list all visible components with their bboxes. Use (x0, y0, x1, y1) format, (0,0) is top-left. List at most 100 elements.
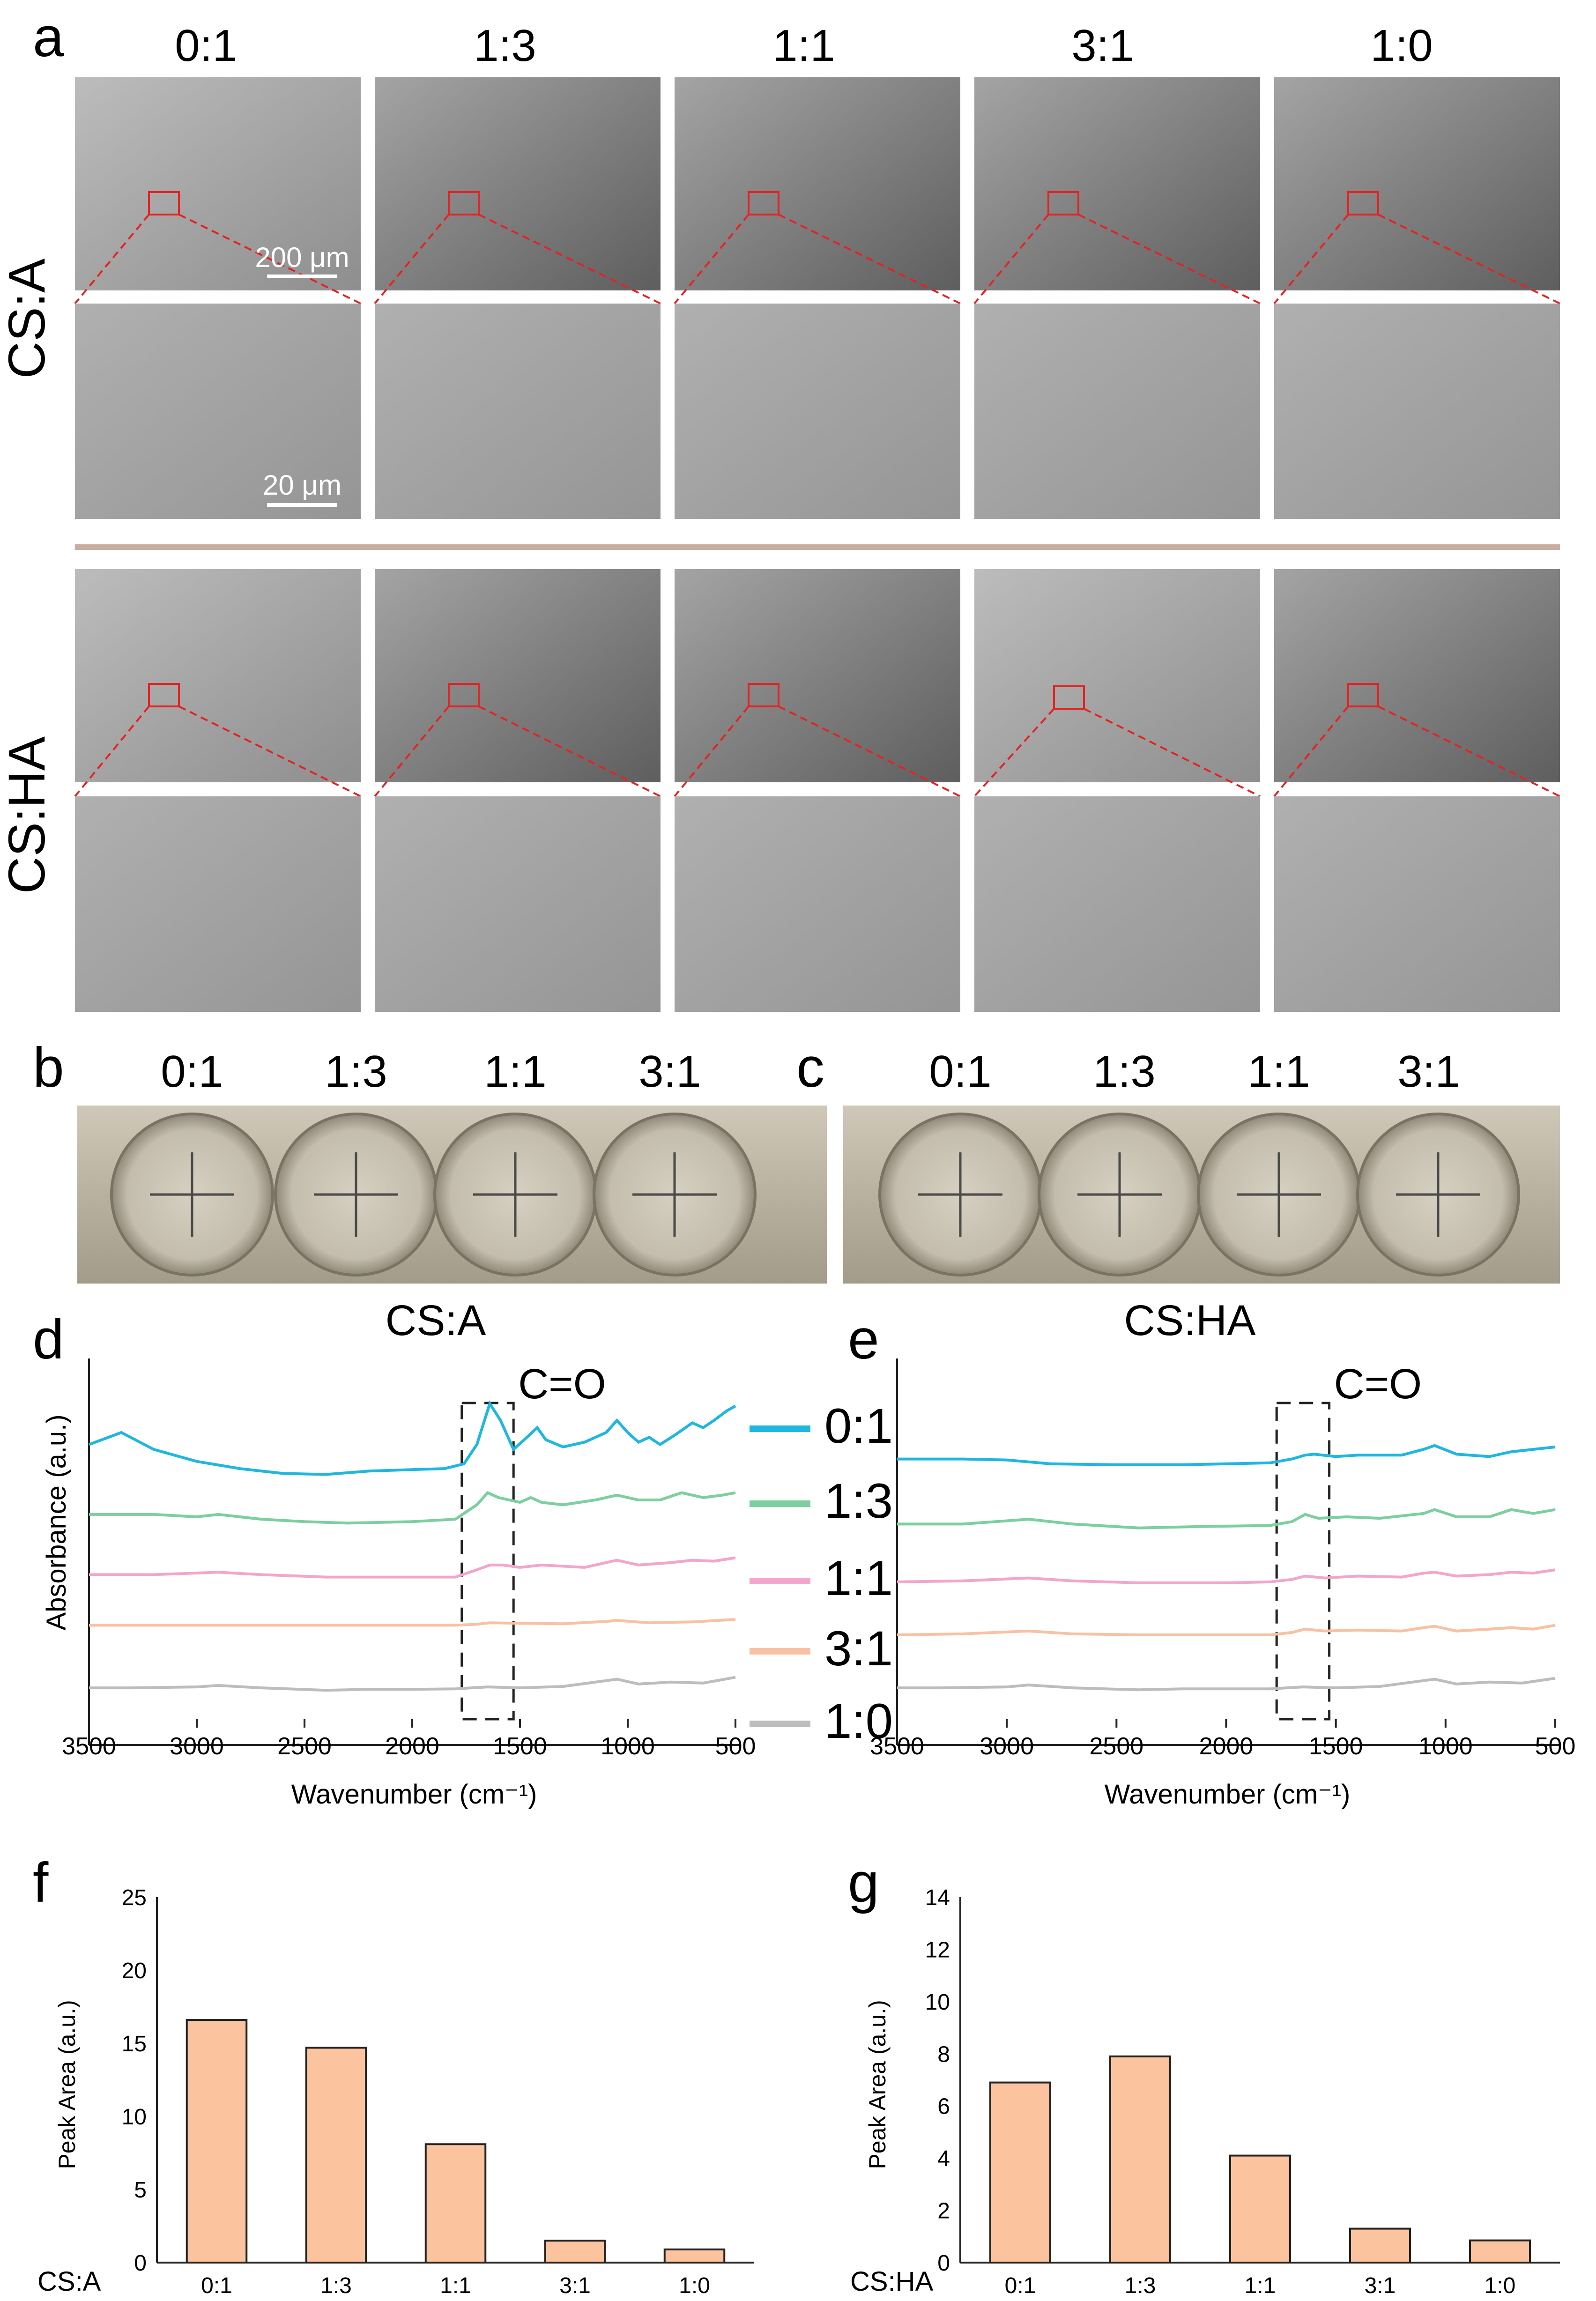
roi-box-cs-ha-0 (148, 683, 180, 707)
chart-g-xlabel: CS:HA (850, 2266, 934, 2297)
panel-f: f Peak Area (a.u.) 0 5 10 15 20 25 CS:A … (33, 1851, 754, 2298)
panel-c-letter: c (796, 1036, 824, 1099)
chart-e-co-label: C=O (1334, 1361, 1422, 1408)
legend-label-1: 1:3 (824, 1474, 893, 1529)
chart-g-ytick-6: 12 (925, 1937, 950, 1962)
chart-e-title: CS:HA (1124, 1297, 1256, 1344)
chart-e-plot: 3500 3000 2500 2000 1500 1000 500 Wavenu… (870, 1358, 1575, 1810)
micrograph-cs-ha-high-1 (375, 796, 661, 1012)
chart-g-category-1: 1:3 (1125, 2273, 1156, 2298)
chart-e-tick-label-0: 3500 (870, 1733, 924, 1760)
micrograph-cs-ha-high-4 (1274, 796, 1560, 1012)
chart-e-tick-label-2: 2500 (1089, 1733, 1143, 1760)
chart-e-series-1-3 (897, 1508, 1556, 1529)
roi-box-cs-ha-4 (1347, 683, 1379, 707)
row-label-cs-ha: CS:HA (0, 736, 56, 894)
micrograph-cs-ha-low-2 (675, 569, 960, 782)
micrograph-cs-a-high-4 (1274, 304, 1560, 519)
chart-f-ytick-4: 20 (122, 1959, 147, 1983)
chart-g-category-0: 0:1 (1005, 2273, 1036, 2298)
chart-g-ytick-0: 0 (937, 2251, 950, 2276)
chart-d-series-1-0 (89, 1676, 736, 1692)
chart-g-ylabel: Peak Area (a.u.) (864, 2000, 891, 2169)
chart-d-series-1-1 (89, 1556, 736, 1579)
chart-f-category-3: 3:1 (559, 2273, 591, 2298)
micrograph-cs-ha-high-0 (75, 796, 361, 1012)
panel-c-ratio-2: 1:1 (1247, 1047, 1310, 1097)
chart-g-bar-1 (1109, 2055, 1171, 2264)
chart-e-tick-label-5: 1000 (1418, 1733, 1473, 1760)
chart-d-tick-label-4: 1500 (493, 1733, 547, 1760)
chart-e-series-1-0 (897, 1677, 1556, 1692)
ratio-label-3: 3:1 (1071, 21, 1134, 71)
chart-g-yticks: 0 2 4 6 8 10 12 14 (925, 1885, 950, 2276)
roi-box-cs-ha-1 (448, 683, 480, 707)
ratio-header-row: 0:1 1:3 1:1 3:1 1:0 (175, 21, 1433, 71)
roi-box-cs-a-2 (748, 191, 779, 215)
chart-f-ytick-3: 15 (122, 2032, 147, 2056)
chart-f-bar-1 (305, 2047, 367, 2264)
chart-d-title: CS:A (386, 1297, 486, 1344)
micrograph-cs-a-low-3 (974, 77, 1260, 290)
micrograph-cs-ha-low-1 (375, 569, 661, 782)
chart-d-xlabel: Wavenumber (cm⁻¹) (291, 1779, 537, 1810)
legend-label-0: 0:1 (824, 1399, 893, 1454)
chart-e-tick-labels: 3500 3000 2500 2000 1500 1000 500 (870, 1733, 1575, 1760)
panel-a-letter: a (33, 6, 64, 68)
roi-box-cs-ha-2 (748, 683, 779, 707)
scale-label-200: 200 μm (255, 242, 349, 273)
panel-d-letter: d (33, 1308, 64, 1371)
panel-c-ratio-0: 0:1 (929, 1047, 991, 1097)
roi-box-cs-a-1 (448, 191, 480, 215)
wells-b (110, 1113, 757, 1277)
micrograph-cs-a-high-3 (974, 304, 1260, 519)
panel-b: b 0:1 1:3 1:1 3:1 (33, 1036, 827, 1284)
chart-d-co-box (460, 1402, 515, 1721)
chart-d-plot: 3500 3000 2500 2000 1500 1000 500 Wavenu… (62, 1358, 756, 1810)
micrograph-cs-a-low-1 (375, 77, 661, 290)
panel-c: c 0:1 1:3 1:1 3:1 (796, 1036, 1560, 1284)
panel-c-ratio-3: 3:1 (1397, 1047, 1460, 1097)
chart-d-series-0-1 (88, 1400, 736, 1476)
panel-c-ratio-1: 1:3 (1093, 1047, 1155, 1097)
micrograph-cs-a-high-1 (375, 304, 661, 519)
zoom-lines-cs-ha (74, 705, 1560, 797)
chart-f-bar-4 (663, 2248, 726, 2264)
chart-g-ytick-7: 14 (925, 1885, 950, 1910)
chart-d-co-label: C=O (518, 1361, 606, 1408)
chart-f-category-2: 1:1 (440, 2273, 471, 2298)
chart-f-category-0: 0:1 (201, 2273, 232, 2298)
cs-ha-highmag-row (75, 796, 1560, 1012)
chart-f-category-1: 1:3 (320, 2273, 352, 2298)
micrograph-cs-ha-low-0 (75, 569, 361, 782)
chart-f-ytick-1: 5 (134, 2178, 147, 2203)
chart-g-ytick-1: 2 (937, 2199, 950, 2224)
chart-f-category-4: 1:0 (679, 2273, 710, 2298)
micrograph-cs-a-low-2 (675, 77, 960, 290)
chart-e-co-box (1275, 1402, 1331, 1721)
micrograph-cs-ha-high-3 (974, 796, 1260, 1012)
chart-f-bar-0 (186, 2019, 248, 2264)
chart-g-category-2: 1:1 (1245, 2273, 1276, 2298)
chart-g-category-3: 3:1 (1365, 2273, 1396, 2298)
chart-g-bar-3 (1349, 2227, 1411, 2264)
chart-e-xlabel: Wavenumber (cm⁻¹) (1105, 1779, 1351, 1810)
chart-e-tick-label-6: 500 (1535, 1733, 1576, 1760)
roi-box-cs-a-4 (1347, 191, 1379, 215)
legend-label-2: 1:1 (824, 1551, 893, 1606)
chart-g-bar-4 (1469, 2239, 1531, 2264)
chart-d-tick-label-5: 1000 (601, 1733, 655, 1760)
panel-f-letter: f (33, 1851, 49, 1914)
panel-b-ratio-0: 0:1 (161, 1047, 223, 1097)
row-label-cs-a: CS:A (0, 258, 56, 379)
wells-c (878, 1113, 1520, 1277)
panel-b-ratio-3: 3:1 (638, 1047, 701, 1097)
chart-g-category-4: 1:0 (1485, 2273, 1516, 2298)
micrograph-cs-ha-low-4 (1274, 569, 1560, 782)
chart-e-series-1-1 (897, 1568, 1556, 1584)
roi-box-cs-ha-3 (1053, 685, 1085, 710)
cs-a-highmag-row: 20 μm (75, 304, 1560, 519)
zoom-lines-cs-a (74, 214, 1560, 304)
panel-d: d CS:A Absorbance (a.u.) 3500 3000 2500 … (33, 1297, 756, 1810)
chart-f-ylabel: Peak Area (a.u.) (54, 2000, 80, 2169)
